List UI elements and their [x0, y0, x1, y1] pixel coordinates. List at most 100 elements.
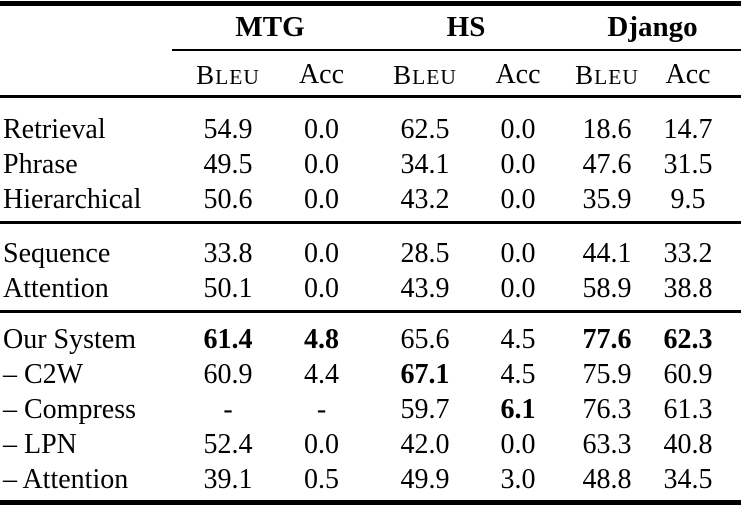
metric-cell: 49.5	[203, 149, 253, 180]
table-row-phrase: Phrase 49.5 0.0 34.1 0.0 47.6 31.5	[0, 147, 741, 182]
metric-cell: 58.9	[582, 273, 632, 304]
metric-cell: 52.4	[203, 429, 253, 460]
metric-cell: 43.9	[400, 273, 450, 304]
row-label: Our System	[3, 324, 136, 355]
metric-cell: 4.5	[500, 324, 536, 355]
metric-cell: 43.2	[400, 184, 450, 215]
metric-cell: 4.4	[304, 359, 339, 390]
metric-cell: 62.5	[400, 114, 450, 145]
metric-cell: 42.0	[400, 429, 450, 460]
metric-cell: 34.1	[400, 149, 450, 180]
metric-cell: 75.9	[582, 359, 632, 390]
table-row-sequence: Sequence 33.8 0.0 28.5 0.0 44.1 33.2	[0, 223, 741, 272]
row-label: Sequence	[3, 238, 111, 269]
metric-cell: 4.5	[500, 359, 536, 390]
col-header-acc-django: Acc	[650, 49, 741, 98]
sub-header-blank-cell	[0, 49, 172, 98]
metric-cell: 0.0	[304, 429, 339, 460]
group-header-row: MTG HS Django	[0, 3, 741, 51]
col-header-bleu-hs: BLEU	[368, 49, 482, 98]
table-row-our-system: Our System 61.4 4.8 65.6 4.5 77.6 62.3	[0, 312, 741, 358]
metric-cell: 9.5	[670, 184, 706, 215]
metric-cell: 0.0	[500, 273, 536, 304]
metric-cell: 0.0	[304, 149, 339, 180]
metric-cell: 77.6	[582, 324, 632, 355]
metric-cell: 0.0	[304, 114, 339, 145]
row-label: Phrase	[3, 149, 78, 180]
metric-cell: 0.0	[500, 429, 536, 460]
metric-cell: 0.0	[500, 149, 536, 180]
metric-cell: 0.0	[304, 273, 339, 304]
metric-cell: 31.5	[663, 149, 713, 180]
row-label: – Compress	[3, 394, 136, 425]
col-header-label: BLEU	[575, 60, 639, 90]
metric-cell: 14.7	[663, 114, 713, 145]
metric-cell: 38.8	[663, 273, 713, 304]
metric-cell: 48.8	[582, 464, 632, 495]
metric-cell: 67.1	[400, 359, 450, 390]
metric-cell: 60.9	[663, 359, 713, 390]
col-header-label: BLEU	[393, 60, 457, 90]
col-header-bleu-django: BLEU	[564, 49, 650, 98]
metric-cell: 44.1	[582, 238, 632, 269]
metric-cell: 39.1	[203, 464, 253, 495]
table-row-ablation-c2w: – C2W 60.9 4.4 67.1 4.5 75.9 60.9	[0, 357, 741, 392]
col-header-acc-hs: Acc	[482, 49, 564, 98]
metric-cell: 3.0	[500, 464, 536, 495]
section-our-system: Our System 61.4 4.8 65.6 4.5 77.6 62.3 –…	[0, 312, 741, 503]
corner-blank-cell	[0, 4, 172, 50]
metric-cell: 0.0	[500, 114, 536, 145]
row-label: Attention	[3, 273, 109, 304]
metric-cell: 50.1	[203, 273, 253, 304]
metric-cell: 6.1	[500, 394, 536, 425]
row-label: Retrieval	[3, 114, 106, 145]
metric-cell: 40.8	[663, 429, 713, 460]
metric-cell: 60.9	[203, 359, 253, 390]
section-baselines-retrieval: Retrieval 54.9 0.0 62.5 0.0 18.6 14.7 Ph…	[0, 97, 741, 223]
table-row-attention: Attention 50.1 0.0 43.9 0.0 58.9 38.8	[0, 271, 741, 312]
metric-cell: 61.3	[663, 394, 713, 425]
metric-cell: 65.6	[400, 324, 450, 355]
col-header-label: BLEU	[196, 60, 260, 90]
metric-cell: 63.3	[582, 429, 632, 460]
table-row-hierarchical: Hierarchical 50.6 0.0 43.2 0.0 35.9 9.5	[0, 182, 741, 223]
metric-cell: 49.9	[400, 464, 450, 495]
col-header-bleu-mtg: BLEU	[172, 49, 284, 98]
metric-cell: 0.5	[304, 464, 339, 495]
results-table: MTG HS Django BLEU Acc BLEU Acc BLEU Acc…	[0, 1, 741, 505]
metric-cell: -	[223, 394, 233, 425]
group-header-django: Django	[564, 3, 741, 51]
metric-cell: 28.5	[400, 238, 450, 269]
metric-cell: 0.0	[304, 238, 339, 269]
table-row-retrieval: Retrieval 54.9 0.0 62.5 0.0 18.6 14.7	[0, 97, 741, 148]
row-label: – C2W	[3, 359, 84, 390]
group-header-hs: HS	[368, 3, 564, 51]
metric-cell: 54.9	[203, 114, 253, 145]
metric-cell: 33.8	[203, 238, 253, 269]
col-header-acc-mtg: Acc	[284, 49, 368, 98]
metric-cell: 0.0	[304, 184, 339, 215]
metric-cell: 59.7	[400, 394, 450, 425]
metric-cell: -	[316, 394, 327, 425]
metric-cell: 0.0	[500, 184, 536, 215]
table-row-ablation-compress: – Compress - - 59.7 6.1 76.3 61.3	[0, 392, 741, 427]
metric-cell: 0.0	[500, 238, 536, 269]
sub-header-row: BLEU Acc BLEU Acc BLEU Acc	[0, 49, 741, 98]
metric-cell: 47.6	[582, 149, 632, 180]
metric-cell: 33.2	[663, 238, 713, 269]
metric-cell: 18.6	[582, 114, 632, 145]
metric-cell: 35.9	[582, 184, 632, 215]
metric-cell: 50.6	[203, 184, 253, 215]
metric-cell: 62.3	[663, 324, 713, 355]
table-row-ablation-attention: – Attention 39.1 0.5 49.9 3.0 48.8 34.5	[0, 462, 741, 503]
group-header-mtg: MTG	[172, 3, 368, 51]
metric-cell: 76.3	[582, 394, 632, 425]
metric-cell: 61.4	[203, 324, 253, 355]
row-label: Hierarchical	[3, 184, 142, 215]
row-label: – LPN	[3, 429, 77, 460]
table-row-ablation-lpn: – LPN 52.4 0.0 42.0 0.0 63.3 40.8	[0, 427, 741, 462]
metric-cell: 34.5	[663, 464, 713, 495]
row-label: – Attention	[3, 464, 129, 495]
section-neural-baselines: Sequence 33.8 0.0 28.5 0.0 44.1 33.2 Att…	[0, 223, 741, 312]
